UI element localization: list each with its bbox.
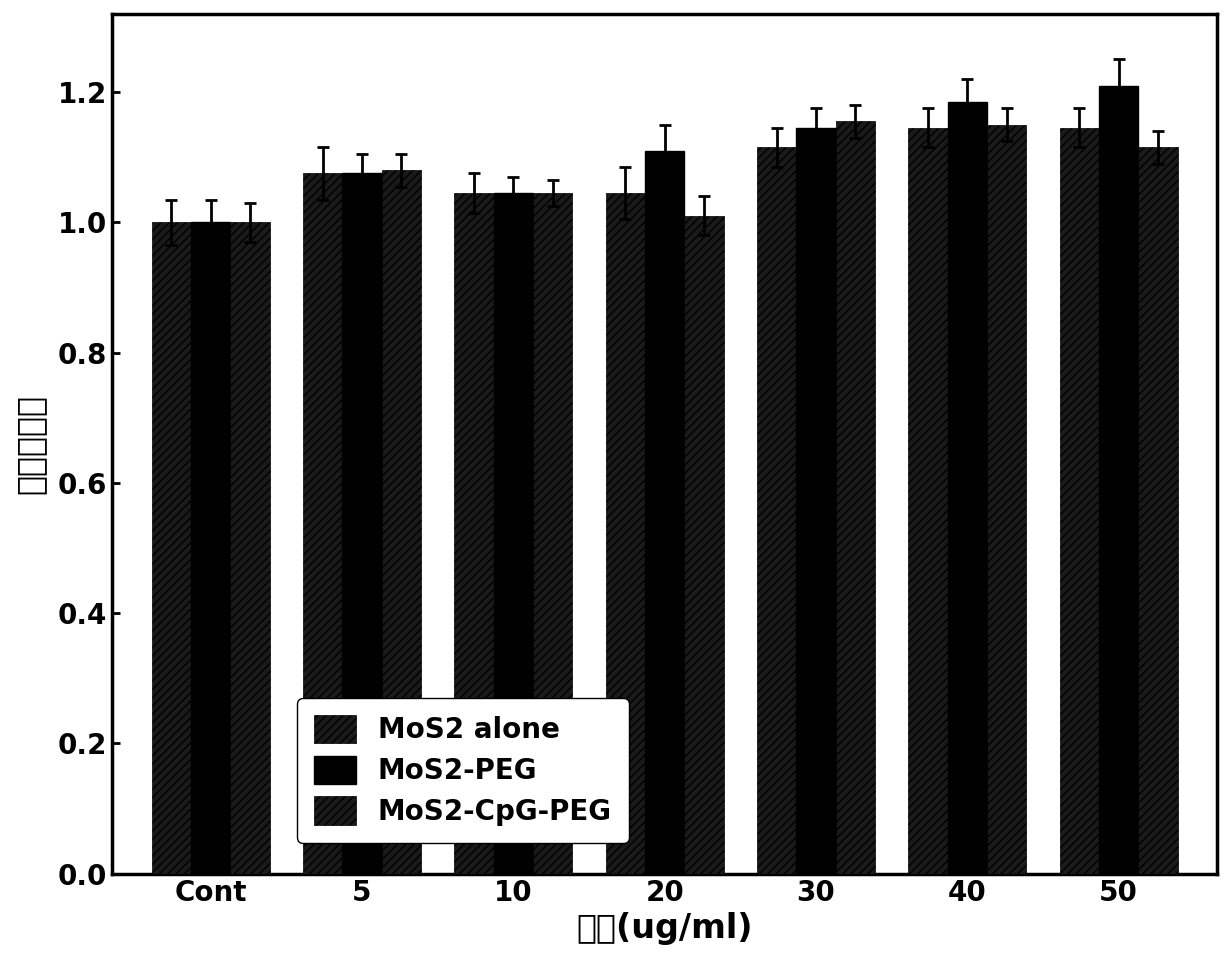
Bar xyxy=(454,193,494,874)
Bar xyxy=(1099,85,1139,874)
Bar xyxy=(342,174,382,874)
Bar xyxy=(757,148,796,874)
Bar xyxy=(1060,128,1099,874)
Bar xyxy=(948,102,987,874)
Bar xyxy=(987,125,1027,874)
Legend: MoS2 alone, MoS2-PEG, MoS2-CpG-PEG: MoS2 alone, MoS2-PEG, MoS2-CpG-PEG xyxy=(298,698,629,843)
Bar xyxy=(684,216,724,874)
Bar xyxy=(191,222,230,874)
Y-axis label: 细胞存活率: 细胞存活率 xyxy=(14,394,47,494)
Bar xyxy=(908,128,948,874)
Bar xyxy=(645,151,684,874)
Bar xyxy=(1139,148,1178,874)
Bar xyxy=(151,222,191,874)
Bar xyxy=(230,222,270,874)
Bar xyxy=(796,128,836,874)
Bar xyxy=(494,193,533,874)
Bar xyxy=(303,174,342,874)
Bar xyxy=(533,193,572,874)
X-axis label: 浓度(ug/ml): 浓度(ug/ml) xyxy=(576,912,753,946)
Bar xyxy=(606,193,645,874)
Bar xyxy=(836,122,875,874)
Bar xyxy=(382,170,421,874)
